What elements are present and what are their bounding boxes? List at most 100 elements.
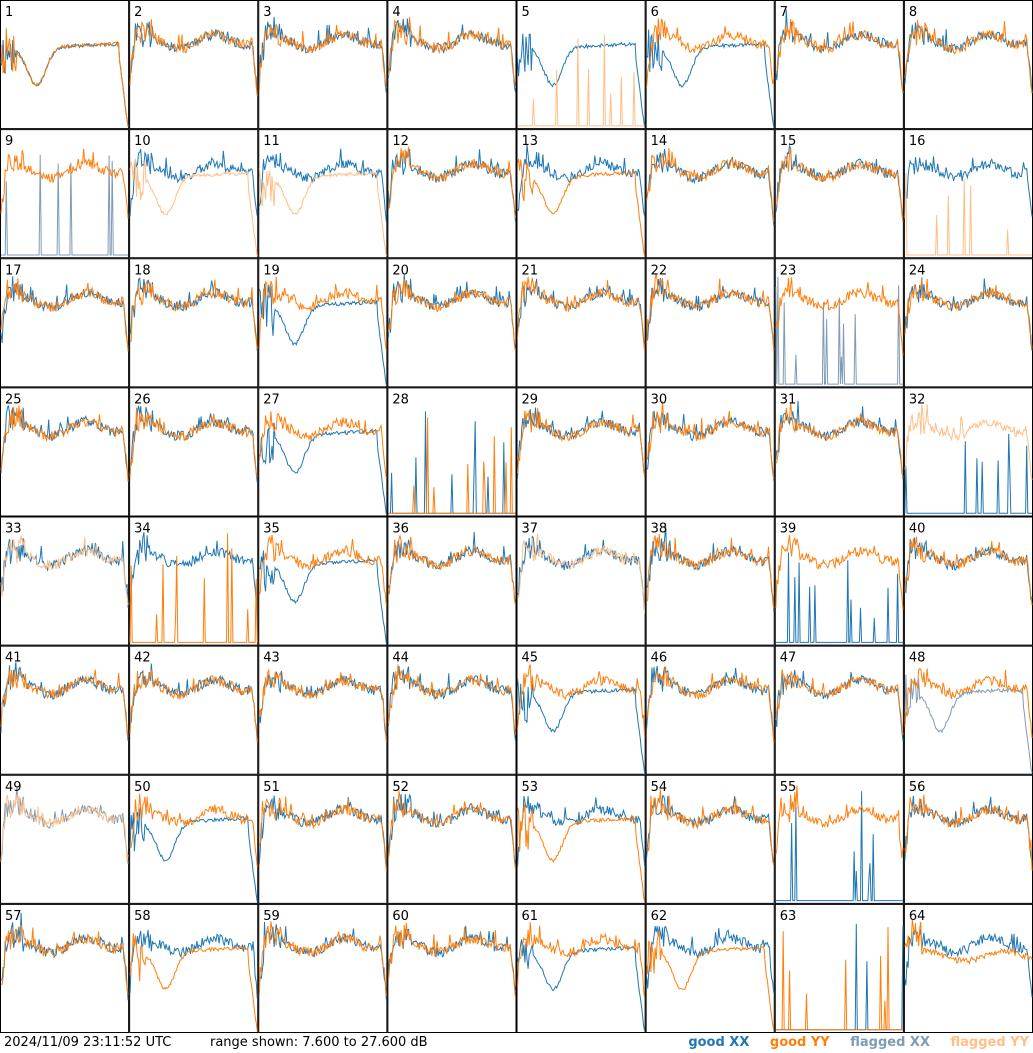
panel-label: 23: [780, 263, 797, 278]
antenna-panel: 26: [129, 387, 259, 517]
series-yy-line: [517, 534, 646, 614]
series-xx-line: [904, 928, 1033, 998]
series-xx-line: [646, 410, 775, 481]
panel-label: 56: [909, 780, 926, 795]
panel-label: 58: [134, 909, 151, 924]
series-yy-line: [775, 402, 904, 478]
series-yy-line: [517, 34, 645, 127]
panel-label: 10: [134, 134, 151, 149]
antenna-panel: 46: [645, 645, 775, 775]
antenna-panel: 1: [0, 0, 130, 130]
antenna-panel: 30: [645, 387, 775, 517]
panel-label: 63: [780, 909, 797, 924]
series-yy-line: [0, 794, 129, 862]
antenna-panel: 44: [387, 645, 517, 775]
panel-frame: [516, 129, 646, 259]
series-yy-line: [388, 417, 516, 514]
series-yy-line: [904, 278, 1033, 349]
antenna-panel: 28: [387, 387, 517, 517]
antenna-panel: 16: [903, 129, 1033, 259]
panel-label: 60: [392, 909, 409, 924]
panel-label: 44: [392, 651, 409, 666]
series-yy-line: [646, 147, 775, 222]
legend-good-xx: good XX: [688, 1035, 750, 1050]
panel-label: 53: [522, 780, 539, 795]
series-xx-line: [258, 795, 387, 869]
panel-label: 47: [780, 651, 797, 666]
series-yy-line: [517, 922, 646, 999]
panel-frame: [129, 258, 259, 388]
series-yy-line: [775, 785, 904, 858]
antenna-panel: 11: [258, 129, 388, 259]
series-xx-line: [0, 912, 129, 1001]
panel-label: 64: [909, 909, 926, 924]
antenna-panel: 63: [774, 903, 904, 1033]
series-xx-line: [517, 33, 646, 128]
panel-frame: [129, 516, 259, 646]
series-yy-line: [646, 534, 775, 609]
panel-label: 33: [5, 522, 22, 537]
antenna-panel: 40: [903, 516, 1033, 646]
antenna-panel: 59: [258, 903, 388, 1033]
antenna-panel: 41: [0, 645, 130, 775]
series-xx-line: [517, 144, 646, 217]
antenna-panel: 39: [774, 516, 904, 646]
antenna-panel: 3: [258, 0, 388, 130]
panel-label: 26: [134, 392, 151, 407]
antenna-panel: 29: [516, 387, 646, 517]
panel-frame: [903, 774, 1033, 904]
panel-label: 41: [5, 651, 22, 666]
series-yy-line: [258, 24, 387, 92]
panel-frame: [903, 0, 1033, 130]
panel-frame: [516, 258, 646, 388]
series-yy-line: [904, 403, 1033, 481]
panel-frame: [903, 645, 1033, 775]
panel-label: 12: [392, 134, 409, 149]
panel-label: 17: [5, 263, 22, 278]
antenna-panel: 50: [129, 774, 259, 904]
panel-frame: [903, 387, 1033, 517]
antenna-panel: 33: [0, 516, 130, 646]
series-yy-line: [387, 17, 516, 88]
series-yy-line: [0, 535, 129, 606]
panel-label: 1: [5, 5, 13, 20]
series-yy-line: [904, 19, 1033, 93]
panel-label: 40: [909, 522, 926, 537]
panel-frame: [774, 645, 904, 775]
panel-label: 34: [134, 522, 151, 537]
panel-frame: [258, 258, 388, 388]
series-xx-line: [904, 156, 1033, 217]
panel-frame: [645, 387, 775, 517]
panel-label: 36: [392, 522, 409, 537]
series-yy-line: [258, 411, 387, 479]
panel-label: 43: [263, 651, 280, 666]
antenna-panel: 53: [516, 774, 646, 904]
antenna-panel: 18: [129, 258, 259, 388]
panel-label: 6: [651, 5, 659, 20]
series-yy-line: [0, 28, 129, 128]
panel-label: 32: [909, 392, 926, 407]
series-xx-line: [0, 276, 129, 350]
antenna-panel: 43: [258, 645, 388, 775]
panel-label: 51: [263, 780, 280, 795]
antenna-panel: 6: [645, 0, 775, 130]
antenna-panel: 17: [0, 258, 130, 388]
legend-flagged-xx: flagged XX: [850, 1035, 930, 1050]
panel-frame: [774, 387, 904, 517]
series-yy-line: [517, 158, 646, 256]
antenna-panel: 21: [516, 258, 646, 388]
series-yy-line: [129, 793, 258, 868]
panel-label: 21: [522, 263, 539, 278]
panel-label: 28: [392, 392, 409, 407]
series-yy-line: [646, 789, 775, 866]
antenna-panel: 4: [387, 0, 517, 130]
series-xx-line: [1, 154, 129, 256]
panel-frame: [516, 645, 646, 775]
panel-frame: [645, 516, 775, 646]
series-yy-line: [387, 279, 516, 352]
antenna-panel: 14: [645, 129, 775, 259]
panel-label: 55: [780, 780, 797, 795]
panel-label: 24: [909, 263, 926, 278]
panel-frame: [516, 903, 646, 1033]
panel-label: 54: [651, 780, 668, 795]
